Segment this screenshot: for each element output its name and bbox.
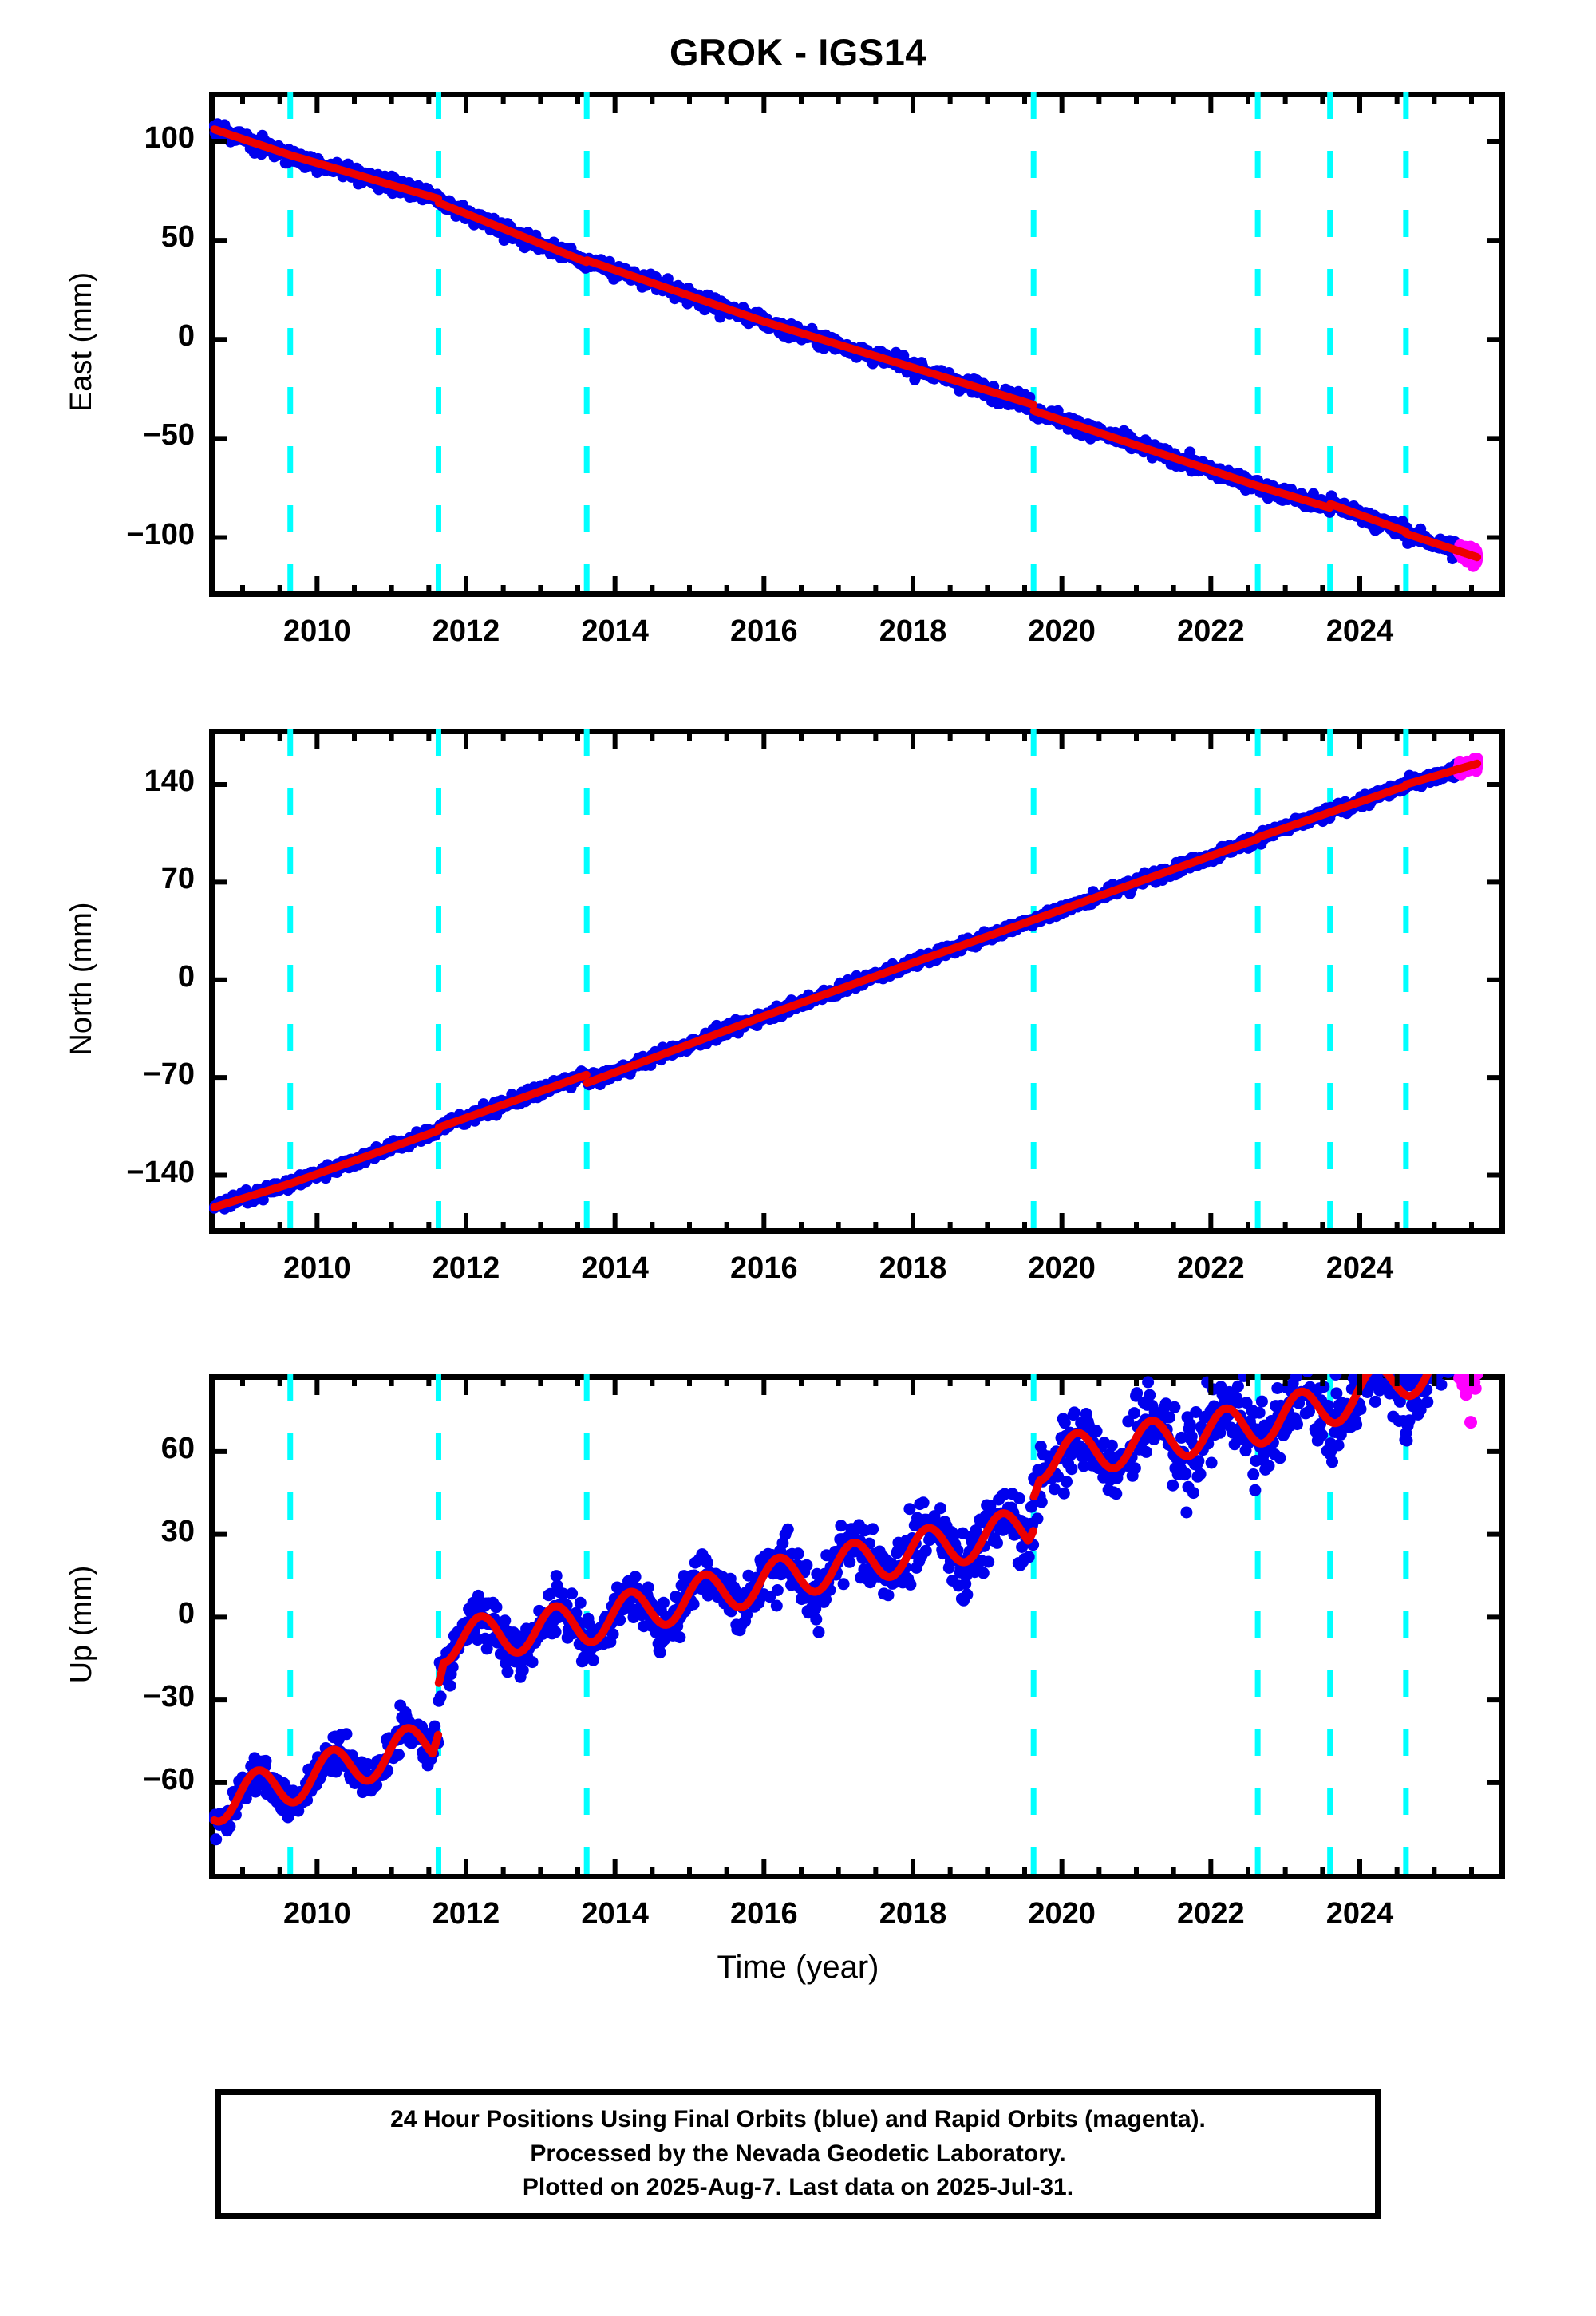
y-tick-label: 0 bbox=[177, 1597, 195, 1631]
x-tick-label: 2010 bbox=[283, 1897, 351, 1931]
model-fit-line bbox=[583, 1509, 1037, 1646]
x-tick-label: 2010 bbox=[283, 615, 351, 648]
y-tick-label: 50 bbox=[160, 220, 195, 255]
model-fit-line bbox=[1254, 1387, 1334, 1448]
x-tick-label: 2010 bbox=[283, 1251, 351, 1285]
y-tick-label: 30 bbox=[160, 1514, 195, 1548]
footer-line-3: Plotted on 2025-Aug-7. Last data on 2025… bbox=[522, 2174, 1074, 2201]
y-tick-label: −50 bbox=[143, 418, 195, 453]
footer-line-2: Processed by the Nevada Geodetic Laborat… bbox=[530, 2140, 1066, 2167]
model-fit-line bbox=[1402, 529, 1482, 562]
model-fit-line bbox=[434, 199, 591, 267]
model-fit-line bbox=[1402, 1374, 1432, 1401]
y-axis-label-up: Up (mm) bbox=[64, 1565, 98, 1683]
model-fit-line bbox=[1326, 500, 1410, 536]
x-tick-label: 2024 bbox=[1325, 615, 1394, 648]
x-tick-label: 2012 bbox=[432, 1251, 500, 1285]
x-tick-label: 2022 bbox=[1177, 1251, 1245, 1285]
x-tick-label: 2016 bbox=[730, 615, 798, 648]
x-tick-label: 2020 bbox=[1028, 615, 1096, 648]
plot-area-east bbox=[209, 92, 1505, 597]
x-tick-label: 2012 bbox=[432, 1897, 500, 1931]
model-fit-line bbox=[1326, 1374, 1410, 1428]
x-tick-label: 2014 bbox=[581, 1897, 649, 1931]
x-tick-label: 2022 bbox=[1177, 615, 1245, 648]
plot-area-north bbox=[209, 729, 1505, 1234]
model-fit-line bbox=[286, 151, 443, 203]
model-fit-line bbox=[434, 1602, 591, 1687]
x-tick-label: 2020 bbox=[1028, 1897, 1096, 1931]
x-tick-label: 2012 bbox=[432, 615, 500, 648]
y-tick-label: 60 bbox=[160, 1431, 195, 1465]
x-tick-label: 2024 bbox=[1325, 1251, 1394, 1285]
plot-area-up bbox=[209, 1374, 1505, 1879]
y-tick-label: −60 bbox=[143, 1762, 195, 1796]
model-fit-line bbox=[286, 1724, 443, 1807]
model-fit-line bbox=[210, 1766, 294, 1826]
y-tick-label: 0 bbox=[177, 959, 195, 994]
y-tick-label: −140 bbox=[126, 1155, 195, 1189]
y-axis-label-east: East (mm) bbox=[64, 271, 98, 412]
model-fit-line bbox=[210, 1180, 294, 1211]
y-tick-label: 0 bbox=[177, 319, 195, 354]
x-tick-label: 2024 bbox=[1325, 1897, 1394, 1931]
data-points-final-orbits bbox=[209, 1374, 1462, 1846]
model-fit-line bbox=[1402, 759, 1482, 788]
x-tick-label: 2016 bbox=[730, 1251, 798, 1285]
model-fit-line bbox=[583, 915, 1037, 1087]
footer-line-1: 24 Hour Positions Using Final Orbits (bl… bbox=[390, 2106, 1206, 2133]
y-tick-label: 70 bbox=[160, 862, 195, 896]
model-fit-line bbox=[1326, 781, 1410, 816]
model-fit-line bbox=[1029, 835, 1262, 924]
x-axis-label: Time (year) bbox=[717, 1950, 879, 1985]
model-fit-line bbox=[583, 256, 1037, 409]
model-fit-line bbox=[1029, 406, 1262, 490]
model-fit-line bbox=[1029, 1404, 1262, 1501]
model-fit-line bbox=[1254, 482, 1334, 512]
x-tick-label: 2014 bbox=[581, 615, 649, 648]
x-tick-label: 2018 bbox=[879, 615, 947, 648]
model-fit-line bbox=[434, 1070, 591, 1132]
y-tick-label: 140 bbox=[144, 764, 195, 798]
data-points-rapid-orbits bbox=[1453, 1374, 1484, 1429]
page-title: GROK - IGS14 bbox=[669, 31, 926, 73]
x-tick-label: 2022 bbox=[1177, 1897, 1245, 1931]
model-fit-line bbox=[1254, 808, 1334, 842]
footer-note-box: 24 Hour Positions Using Final Orbits (bl… bbox=[215, 2089, 1381, 2219]
model-fit-line bbox=[286, 1126, 443, 1188]
y-axis-label-north: North (mm) bbox=[64, 901, 98, 1056]
y-tick-label: −70 bbox=[143, 1057, 195, 1092]
y-tick-label: −30 bbox=[143, 1680, 195, 1714]
model-fit-line bbox=[210, 125, 294, 160]
x-tick-label: 2018 bbox=[879, 1251, 947, 1285]
x-tick-label: 2018 bbox=[879, 1897, 947, 1931]
x-tick-label: 2020 bbox=[1028, 1251, 1096, 1285]
y-tick-label: 100 bbox=[144, 121, 195, 156]
x-tick-label: 2014 bbox=[581, 1251, 649, 1285]
plot-frame-up bbox=[209, 1374, 1505, 1879]
y-tick-label: −100 bbox=[126, 517, 195, 551]
x-tick-label: 2016 bbox=[730, 1897, 798, 1931]
